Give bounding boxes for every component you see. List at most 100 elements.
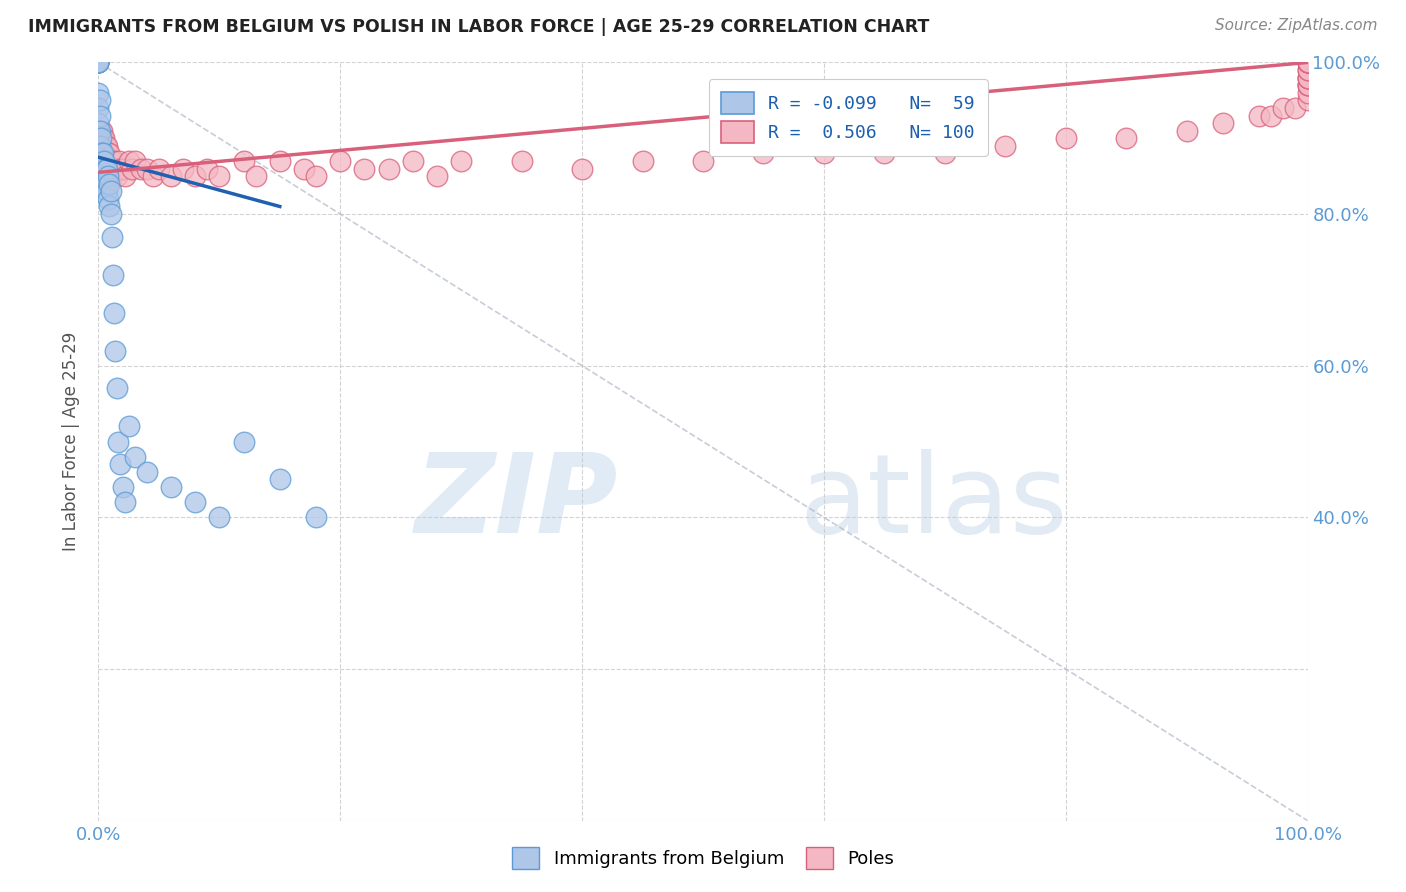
- Point: [101, 268, 124, 282]
- Point: [97, 169, 120, 184]
- Point: [510, 153, 533, 168]
- Point: [1296, 55, 1319, 70]
- Point: [101, 161, 124, 176]
- Point: [813, 146, 835, 161]
- Point: [114, 169, 136, 184]
- Legend: R = -0.099   N=  59, R =  0.506   N= 100: R = -0.099 N= 59, R = 0.506 N= 100: [709, 79, 987, 155]
- Point: [96, 153, 118, 168]
- Point: [97, 153, 120, 168]
- Point: [1296, 86, 1319, 100]
- Point: [692, 153, 714, 168]
- Point: [232, 153, 254, 168]
- Point: [98, 177, 121, 191]
- Point: [305, 169, 328, 184]
- Point: [94, 138, 117, 153]
- Point: [97, 192, 120, 206]
- Point: [121, 161, 143, 176]
- Point: [87, 55, 110, 70]
- Point: [87, 153, 110, 168]
- Point: [571, 161, 593, 176]
- Point: [426, 169, 449, 184]
- Point: [87, 55, 110, 70]
- Point: [124, 450, 146, 464]
- Point: [87, 55, 110, 70]
- Point: [142, 169, 165, 184]
- Point: [90, 131, 112, 145]
- Point: [1115, 131, 1137, 145]
- Point: [94, 161, 117, 176]
- Point: [994, 138, 1017, 153]
- Point: [208, 169, 231, 184]
- Point: [89, 108, 111, 122]
- Point: [111, 480, 134, 494]
- Point: [1296, 94, 1319, 108]
- Point: [105, 169, 128, 184]
- Point: [1249, 108, 1271, 122]
- Point: [100, 207, 122, 221]
- Point: [91, 146, 114, 161]
- Point: [97, 146, 120, 161]
- Point: [89, 153, 111, 168]
- Point: [96, 138, 118, 153]
- Point: [89, 94, 111, 108]
- Point: [93, 161, 115, 176]
- Point: [98, 199, 121, 213]
- Point: [87, 86, 110, 100]
- Point: [148, 161, 170, 176]
- Point: [105, 382, 128, 396]
- Point: [172, 161, 194, 176]
- Point: [100, 169, 122, 184]
- Point: [1296, 70, 1319, 85]
- Point: [89, 138, 111, 153]
- Point: [184, 169, 207, 184]
- Y-axis label: In Labor Force | Age 25-29: In Labor Force | Age 25-29: [62, 332, 80, 551]
- Point: [91, 146, 114, 161]
- Point: [124, 153, 146, 168]
- Point: [184, 495, 207, 509]
- Point: [329, 153, 352, 168]
- Point: [1296, 55, 1319, 70]
- Point: [87, 55, 110, 70]
- Point: [87, 161, 110, 176]
- Point: [93, 146, 115, 161]
- Point: [269, 473, 291, 487]
- Point: [96, 184, 118, 198]
- Point: [1296, 55, 1319, 70]
- Point: [195, 161, 218, 176]
- Point: [107, 161, 129, 176]
- Point: [87, 131, 110, 145]
- Point: [1296, 55, 1319, 70]
- Point: [96, 161, 118, 176]
- Point: [353, 161, 375, 176]
- Point: [104, 343, 127, 358]
- Point: [160, 480, 183, 494]
- Point: [232, 434, 254, 449]
- Point: [108, 153, 131, 168]
- Point: [118, 419, 141, 434]
- Point: [93, 169, 115, 184]
- Point: [87, 146, 110, 161]
- Point: [87, 169, 110, 184]
- Point: [100, 229, 122, 244]
- Point: [1212, 116, 1234, 130]
- Point: [245, 169, 267, 184]
- Point: [135, 161, 157, 176]
- Point: [1296, 55, 1319, 70]
- Point: [87, 55, 110, 70]
- Point: [105, 161, 128, 176]
- Point: [377, 161, 399, 176]
- Point: [1296, 70, 1319, 85]
- Point: [94, 177, 117, 191]
- Point: [94, 161, 117, 176]
- Point: [1175, 123, 1198, 137]
- Point: [1296, 62, 1319, 77]
- Point: [1296, 78, 1319, 92]
- Point: [103, 153, 125, 168]
- Point: [91, 146, 114, 161]
- Point: [103, 305, 125, 319]
- Point: [100, 184, 122, 198]
- Point: [96, 161, 118, 176]
- Point: [87, 101, 110, 115]
- Text: Source: ZipAtlas.com: Source: ZipAtlas.com: [1215, 18, 1378, 33]
- Point: [87, 131, 110, 145]
